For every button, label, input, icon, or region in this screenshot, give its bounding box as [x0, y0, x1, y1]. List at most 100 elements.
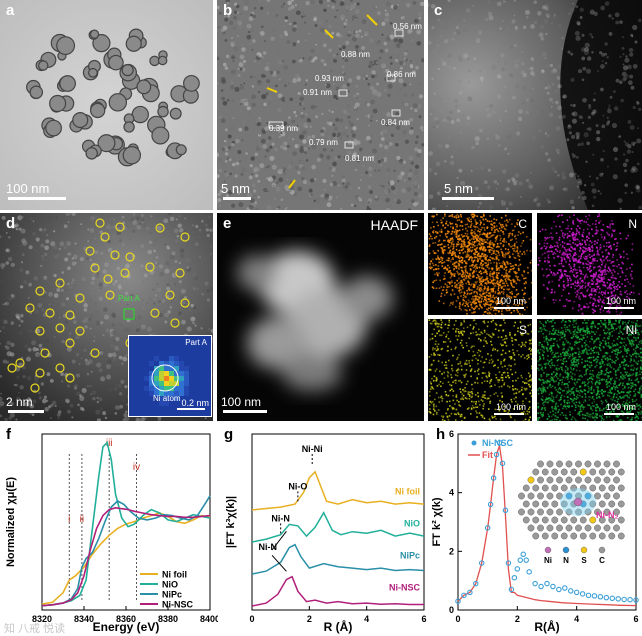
eds-map-c: C 100 nm [428, 213, 532, 315]
atom [598, 532, 606, 540]
atom [522, 516, 530, 524]
annotation-arrow [271, 554, 287, 572]
inset-atom-label: Ni atom [153, 394, 181, 403]
atom [565, 476, 573, 484]
atom [541, 500, 549, 508]
eds-map-n: N 100 nm [537, 213, 642, 315]
atom [546, 476, 554, 484]
data-point [467, 589, 473, 596]
data-point [603, 594, 610, 601]
panel-f-xanes-chart: 8320 8340 8360 8380 8400 Energy (eV) Normalize… [0, 424, 218, 636]
atom [594, 492, 601, 500]
atom [556, 508, 563, 516]
atom [556, 476, 563, 484]
ni-atom [573, 497, 583, 507]
annotation-label: Ni-Ni [302, 444, 323, 454]
atom [575, 476, 582, 484]
atom [598, 468, 606, 476]
atom [551, 532, 559, 540]
atom [565, 524, 573, 532]
haadf-cluster [217, 213, 424, 421]
atom [594, 508, 601, 516]
x-axis-label: Energy (eV) [93, 620, 160, 634]
haadf-title: HAADF [370, 217, 418, 233]
atom [584, 460, 592, 468]
atom [560, 484, 568, 492]
atom [575, 460, 582, 468]
annotation-label: Ni-N [271, 513, 290, 523]
atom [537, 524, 544, 532]
site-label: Ni-N₂ [596, 510, 619, 520]
data-point [597, 594, 604, 600]
legend-label: NiPc [162, 590, 182, 600]
spacing-label: 0.81 nm [345, 154, 374, 163]
scale-bar [604, 307, 634, 309]
map-texture-n [537, 213, 640, 315]
y-tick-label: 4 [449, 488, 454, 498]
atom [551, 500, 559, 508]
fit-plot: 0 2 4 6 0 2 4 6 R(Å) FT k² χ(k) Ni-NSC Fit Ni-N₂ Ni N S… [431, 429, 639, 634]
data-point [544, 580, 550, 587]
atom [532, 532, 540, 540]
x-tick-label: 8360 [116, 614, 136, 624]
atom [603, 508, 611, 516]
atom [598, 516, 606, 524]
x-tick-label: 2 [307, 614, 312, 624]
scale-bar [8, 197, 66, 200]
eds-map-ni: Ni 100 nm [537, 319, 642, 421]
atom [522, 484, 530, 492]
panel-label-a: a [6, 2, 15, 19]
annotation-label: Ni-O [288, 481, 307, 491]
atom [570, 516, 578, 524]
spacing-label: 0.86 nm [387, 70, 416, 79]
data-point [538, 583, 544, 590]
yellow-arrows [266, 14, 378, 189]
atom [617, 484, 625, 492]
atom [598, 500, 606, 508]
tem-particle-cluster [0, 0, 213, 210]
atom [594, 524, 601, 532]
atom [560, 468, 568, 476]
marker-label: i [68, 514, 70, 525]
panel-label-b: b [223, 2, 233, 19]
atom [608, 484, 616, 492]
x-tick-label: 2 [515, 614, 520, 624]
atom [541, 516, 549, 524]
atom [613, 508, 620, 516]
series-line [251, 470, 425, 511]
atom [560, 500, 568, 508]
inset-scale-label: 0.2 nm [181, 398, 209, 408]
plot-frame [457, 433, 637, 611]
stem-texture [428, 0, 642, 210]
spacing-label: 0.39 nm [269, 124, 298, 133]
atom [537, 508, 544, 516]
atom [613, 492, 620, 500]
atom [575, 508, 582, 516]
atom [617, 468, 625, 476]
y-axis-label: |FT k³χ(k)| [225, 496, 237, 548]
scale-bar [604, 413, 634, 415]
atom [527, 524, 535, 532]
data-point [496, 440, 503, 446]
series-label: Ni foil [395, 487, 420, 497]
annotation-label: Ni-N [259, 542, 278, 552]
atom [551, 516, 559, 524]
panel-d-haadf-atoms: d Part A Part A Ni atom 0.2 nm 2 nm [0, 213, 213, 421]
atom [551, 468, 559, 476]
atom [608, 516, 616, 524]
data-point [484, 525, 491, 531]
atom [589, 532, 597, 540]
panel-b-hrtem-image: b 0.56 nm 0.88 nm 0.93 nm 0.91 nm 0.86 n… [217, 0, 424, 210]
marker-label: iii [106, 438, 113, 449]
atom [541, 468, 549, 476]
legend-atom-label: C [599, 556, 605, 565]
legend-swatch [471, 440, 477, 446]
y-axis-label: Normalized χμ(E) [5, 477, 17, 567]
atom [603, 524, 611, 532]
scale-bar-label: 100 nm [495, 402, 526, 412]
series-line [41, 441, 211, 607]
atom [584, 492, 592, 500]
x-tick-label: 8380 [158, 614, 178, 624]
atom [617, 516, 625, 524]
atom [613, 476, 620, 484]
